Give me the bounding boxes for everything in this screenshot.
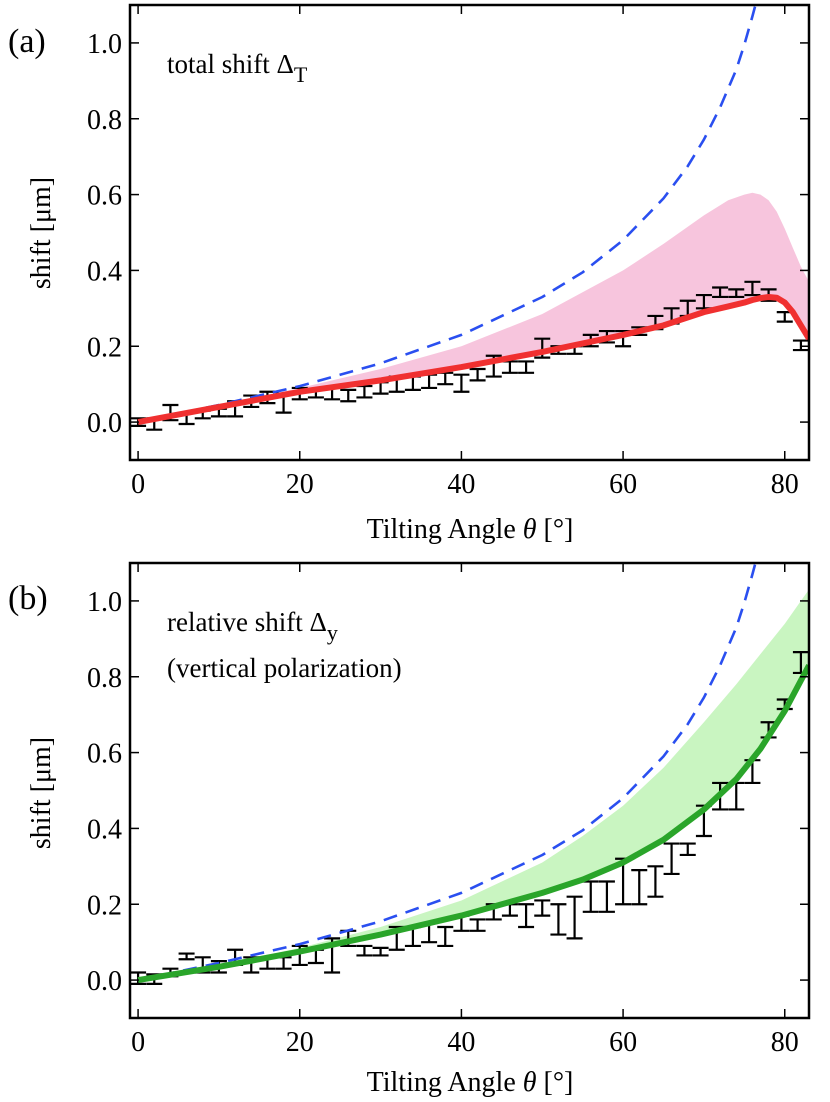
error-bar-a <box>744 280 761 297</box>
error-bar-a <box>356 384 373 399</box>
dashed-model-line-a <box>137 5 757 424</box>
error-bar-b <box>178 952 195 961</box>
error-bar-b <box>469 918 486 932</box>
x-tick-label-b: 80 <box>771 1027 799 1058</box>
y-tick-label-a: 0.0 <box>87 408 122 439</box>
confidence-band-b <box>138 589 809 981</box>
y-tick-label-b: 1.0 <box>87 587 122 618</box>
error-bar-b <box>437 925 454 948</box>
x-tick-label-a: 80 <box>771 469 799 500</box>
y-tick-label-b: 0.6 <box>87 739 122 770</box>
error-bar-b <box>631 869 648 906</box>
axes-frame-a <box>128 3 811 462</box>
x-tick-label-b: 20 <box>286 1027 314 1058</box>
error-bar-a <box>437 371 454 386</box>
panel-a-label: (a) <box>8 23 46 60</box>
panel-a-xlabel: Tilting Angle θ [°] <box>367 514 574 545</box>
solid-fit-line-a <box>137 294 809 426</box>
y-tick-label-a: 0.6 <box>87 181 122 212</box>
y-tick-label-a: 0.8 <box>87 105 122 136</box>
panel-b-xlabel: Tilting Angle θ [°] <box>367 1067 574 1098</box>
error-bar-b <box>275 956 292 970</box>
error-bar-b <box>679 842 696 857</box>
error-bar-a <box>728 288 745 299</box>
error-bar-b <box>550 903 567 936</box>
x-tick-label-a: 60 <box>609 469 637 500</box>
error-bar-a <box>340 388 357 403</box>
y-tick-label-a: 1.0 <box>87 29 122 60</box>
x-tick-label-b: 40 <box>447 1027 475 1058</box>
x-tick-label-a: 0 <box>131 469 145 500</box>
plot-area-a: 0 20 40 60 80 0.0 0.2 0.4 0.6 0.8 1.0 <box>87 5 809 500</box>
error-bar-a <box>469 367 486 382</box>
panel-a-ylabel: shift [μm] <box>26 177 57 289</box>
plot-area-b: 0 20 40 60 80 0.0 0.2 0.4 0.6 0.8 1.0 <box>87 563 809 1058</box>
error-bar-b <box>647 865 664 898</box>
plot-inner-a <box>130 5 809 431</box>
error-bar-b <box>566 895 583 940</box>
error-bar-a <box>453 373 470 393</box>
solid-fit-line-b <box>137 663 809 984</box>
axes-frame-b <box>128 561 811 1020</box>
error-bar-b <box>518 903 535 929</box>
error-bar-b <box>372 946 389 957</box>
x-tick-label-b: 0 <box>131 1027 145 1058</box>
y-tick-label-b: 0.0 <box>87 966 122 997</box>
error-bar-b <box>582 880 599 913</box>
y-tick-label-a: 0.2 <box>87 332 122 363</box>
x-tick-label-a: 40 <box>447 469 475 500</box>
plot-inner-b <box>130 563 809 985</box>
error-bar-a <box>792 339 809 352</box>
y-tick-label-a: 0.4 <box>87 256 122 287</box>
panel-b-annotation: relative shift Δy <box>167 607 338 645</box>
error-bar-b <box>663 842 680 876</box>
panel-b-label: (b) <box>8 580 48 617</box>
panel-b-ylabel: shift [μm] <box>26 737 57 849</box>
error-bar-b <box>598 880 615 913</box>
y-tick-label-b: 0.8 <box>87 663 122 694</box>
error-bar-a <box>501 360 518 374</box>
panel-b: (b) shift [μm] Tilting Angle θ [°] relat… <box>8 561 811 1098</box>
error-bar-b <box>356 944 373 957</box>
error-bar-a <box>518 360 535 374</box>
error-bar-a <box>421 373 438 390</box>
y-tick-label-b: 0.2 <box>87 890 122 921</box>
error-bar-b <box>534 899 551 917</box>
error-bar-a <box>712 286 729 299</box>
dashed-model-line-b <box>137 563 757 982</box>
x-tick-label-a: 20 <box>286 469 314 500</box>
y-tick-label-b: 0.4 <box>87 814 122 845</box>
panel-a: (a) shift [μm] Tilting Angle θ [°] total… <box>8 3 811 545</box>
panel-b-annotation-line2: (vertical polarization) <box>167 653 402 683</box>
x-tick-label-b: 60 <box>609 1027 637 1058</box>
panel-a-annotation: total shift ΔT <box>167 49 308 87</box>
